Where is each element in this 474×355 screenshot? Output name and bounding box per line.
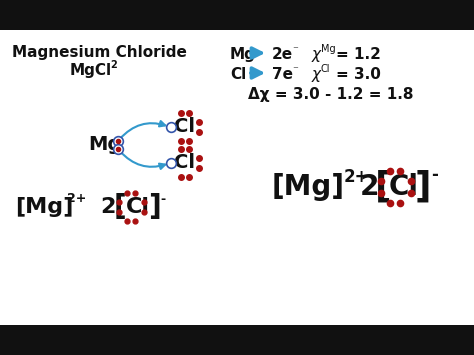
Text: Cl: Cl	[174, 153, 195, 173]
Text: [Mg]: [Mg]	[272, 173, 345, 201]
Text: MgCl: MgCl	[70, 63, 112, 78]
Text: ]: ]	[415, 170, 431, 204]
Text: 2+: 2+	[344, 168, 370, 186]
Text: = 3.0: = 3.0	[336, 67, 381, 82]
Text: 2: 2	[360, 173, 379, 201]
Text: = 1.2: = 1.2	[336, 47, 381, 62]
Bar	[0, 325, 474, 355]
Text: Δχ = 3.0 - 1.2 = 1.8: Δχ = 3.0 - 1.2 = 1.8	[248, 87, 413, 102]
Text: ⁻: ⁻	[292, 45, 298, 55]
Text: Cl: Cl	[126, 197, 150, 217]
Text: Cl: Cl	[389, 173, 419, 201]
Text: 2+: 2+	[67, 192, 86, 206]
Text: Cl: Cl	[230, 67, 246, 82]
Text: Mg: Mg	[88, 136, 122, 154]
Text: χ: χ	[312, 67, 321, 82]
Text: Magnesium Chloride: Magnesium Chloride	[12, 45, 187, 60]
Text: ]: ]	[148, 193, 161, 221]
Text: -: -	[160, 192, 165, 206]
Text: -: -	[431, 166, 438, 184]
Text: 2: 2	[110, 60, 117, 70]
Bar	[0, 0, 474, 30]
Text: χ: χ	[312, 47, 321, 62]
Text: ⁻: ⁻	[292, 65, 298, 75]
Bar	[0, 30, 474, 325]
Text: Cl: Cl	[174, 118, 195, 137]
Text: 2e: 2e	[272, 47, 293, 62]
Text: Mg: Mg	[321, 44, 336, 54]
Text: 2: 2	[100, 197, 115, 217]
Text: 7e: 7e	[272, 67, 293, 82]
Text: [: [	[375, 170, 392, 204]
Text: [Mg]: [Mg]	[15, 197, 73, 217]
Text: Mg: Mg	[230, 47, 256, 62]
Text: [: [	[114, 193, 127, 221]
Text: Cl: Cl	[321, 64, 330, 74]
